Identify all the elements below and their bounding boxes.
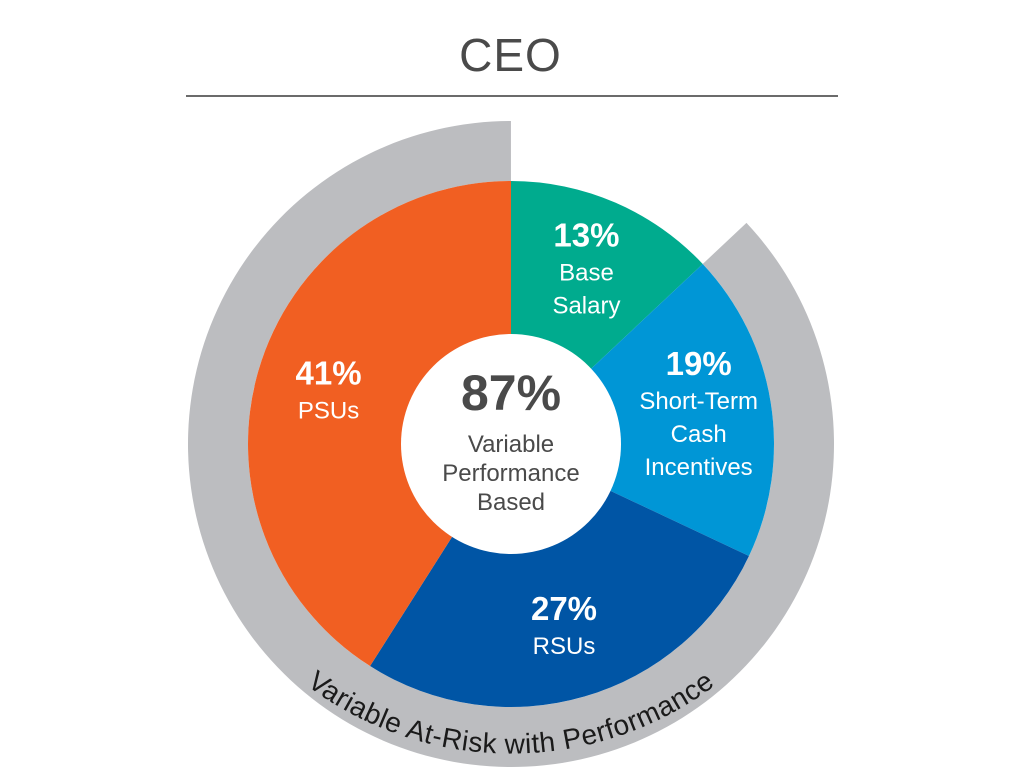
center-description-line: Variable bbox=[468, 431, 554, 458]
slice-label-psu: 41% PSUs bbox=[296, 354, 362, 424]
slice-name-base: Salary bbox=[552, 293, 620, 320]
center-label: 87% Variable Performance Based bbox=[442, 365, 579, 516]
center-description-line: Based bbox=[477, 489, 545, 516]
slice-name-rsu: RSUs bbox=[533, 633, 596, 660]
center-value: 87% bbox=[461, 365, 561, 421]
pie-slice-sti bbox=[511, 263, 775, 556]
pie-slice-rsu bbox=[370, 444, 749, 707]
slice-name-sti: Incentives bbox=[645, 454, 753, 481]
pie-slice-psu bbox=[248, 181, 511, 667]
slice-label-rsu: 27% RSUs bbox=[531, 590, 597, 660]
chart-title: CEO bbox=[459, 29, 562, 81]
center-description: Variable Performance Based bbox=[442, 431, 579, 516]
slice-value-base: 13% bbox=[553, 217, 619, 254]
slice-labels-layer: 13% Base Salary 19% Short-Term Cash Incentives… bbox=[296, 217, 758, 660]
slice-name-base: Base bbox=[559, 260, 614, 287]
center-hole bbox=[401, 334, 621, 554]
title-divider bbox=[186, 95, 838, 97]
slice-label-base: 13% Base Salary bbox=[552, 217, 620, 320]
slice-value-sti: 19% bbox=[666, 345, 732, 382]
slice-label-sti: 19% Short-Term Cash Incentives bbox=[639, 345, 758, 481]
slice-value-rsu: 27% bbox=[531, 590, 597, 627]
slice-name-sti: Cash bbox=[671, 421, 727, 448]
slice-value-psu: 41% bbox=[296, 354, 362, 391]
slice-name-psu: PSUs bbox=[298, 397, 359, 424]
center-description-line: Performance bbox=[442, 460, 579, 487]
slice-name-sti: Short-Term bbox=[639, 388, 758, 415]
